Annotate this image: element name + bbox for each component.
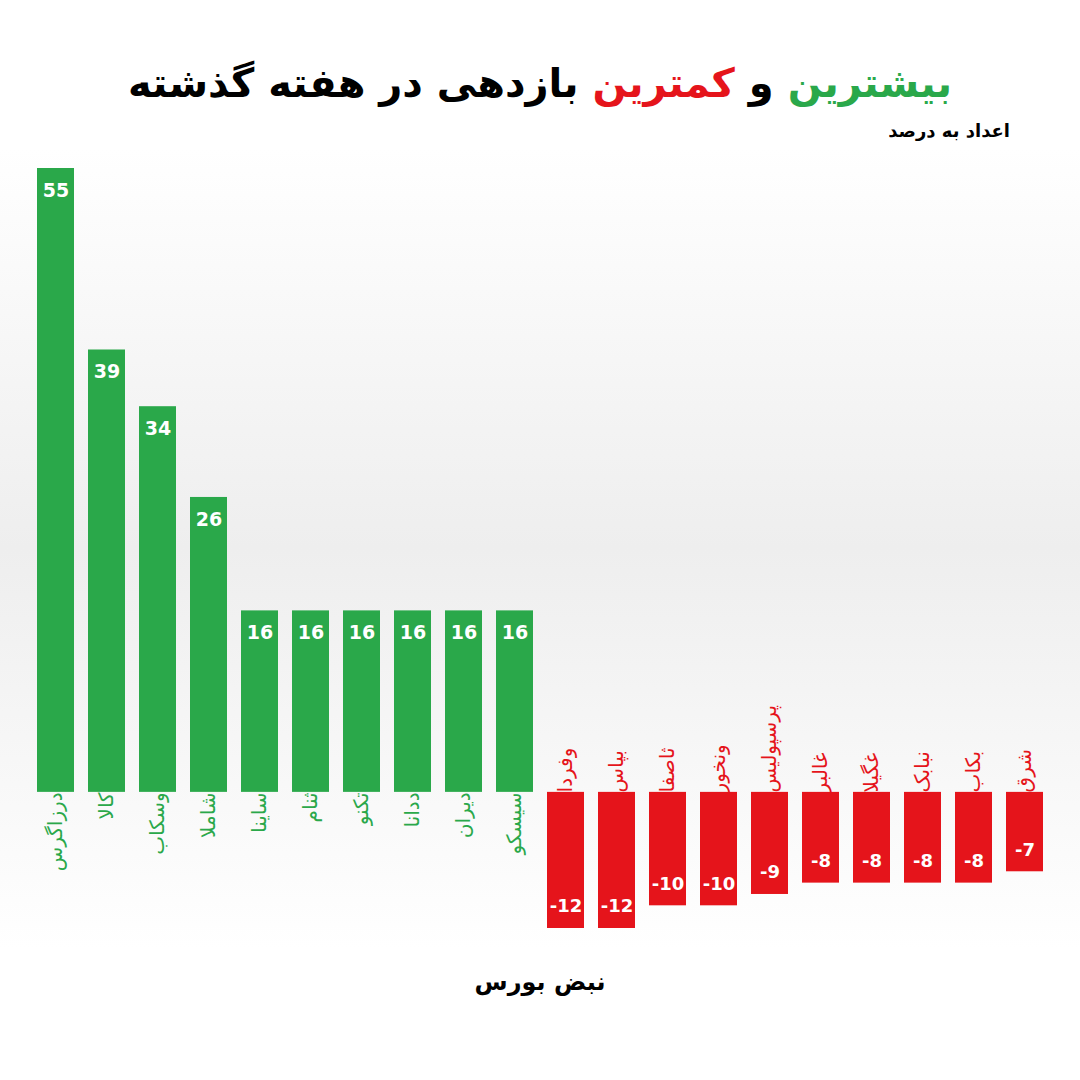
svg-text:ساینا: ساینا bbox=[247, 792, 271, 833]
svg-text:39: 39 bbox=[94, 360, 120, 382]
svg-text:-12: -12 bbox=[601, 895, 634, 916]
svg-text:ددانا: ددانا bbox=[400, 792, 424, 827]
html-text:کمترین: کمترین bbox=[592, 60, 735, 106]
svg-text:دیران: دیران bbox=[451, 792, 475, 838]
svg-text:ثنام: ثنام bbox=[298, 792, 322, 822]
svg-text:درزاگرس: درزاگرس bbox=[43, 792, 67, 871]
html-text:بازدهی: بازدهی bbox=[436, 60, 579, 106]
svg-text:34: 34 bbox=[145, 417, 171, 439]
svg-text:-10: -10 bbox=[703, 873, 736, 894]
svg-text:-8: -8 bbox=[964, 850, 984, 871]
svg-text:تکنو: تکنو bbox=[349, 792, 373, 826]
html-text:نبض بورس: نبض بورس bbox=[474, 968, 606, 996]
svg-text:وسکاب: وسکاب bbox=[145, 792, 169, 854]
svg-text:ثاصفا: ثاصفا bbox=[655, 748, 679, 793]
html-text:اعداد به درصد: اعداد به درصد bbox=[888, 120, 1010, 141]
svg-text:ونخور: ونخور bbox=[706, 744, 730, 793]
svg-text:بپاس: بپاس bbox=[604, 750, 629, 792]
svg-text:16: 16 bbox=[247, 621, 273, 643]
svg-text:شرق: شرق bbox=[1012, 749, 1036, 792]
svg-text:غگیلا: غگیلا bbox=[859, 753, 883, 792]
svg-text:وفردا: وفردا bbox=[553, 748, 577, 793]
svg-text:بکاب: بکاب bbox=[961, 751, 985, 793]
html-text:هفته: هفته bbox=[268, 60, 366, 106]
svg-text:سیسکو: سیسکو bbox=[502, 792, 526, 855]
svg-text:-7: -7 bbox=[1015, 839, 1035, 860]
svg-text:-10: -10 bbox=[652, 873, 685, 894]
svg-text:16: 16 bbox=[502, 621, 528, 643]
svg-text:-8: -8 bbox=[811, 850, 831, 871]
svg-text:پرسپولیس: پرسپولیس bbox=[757, 705, 782, 792]
html-text:گذشته: گذشته bbox=[128, 60, 255, 106]
svg-text:-8: -8 bbox=[913, 850, 933, 871]
svg-text:16: 16 bbox=[298, 621, 324, 643]
svg-text:-8: -8 bbox=[862, 850, 882, 871]
svg-text:16: 16 bbox=[349, 621, 375, 643]
svg-text:55: 55 bbox=[43, 179, 69, 201]
svg-text:26: 26 bbox=[196, 508, 222, 530]
svg-text:-12: -12 bbox=[550, 895, 583, 916]
svg-text:غالبر: غالبر bbox=[808, 753, 832, 794]
html-text:و: و bbox=[748, 60, 774, 106]
svg-text:شاملا: شاملا bbox=[196, 792, 220, 838]
svg-text:-9: -9 bbox=[760, 861, 780, 882]
svg-text:کالا: کالا bbox=[94, 792, 118, 820]
html-text:در: در bbox=[379, 60, 423, 106]
html-text:بیشترین: بیشترین bbox=[787, 60, 952, 106]
svg-text:16: 16 bbox=[400, 621, 426, 643]
svg-text:16: 16 bbox=[451, 621, 477, 643]
svg-text:نبابک: نبابک bbox=[910, 751, 934, 792]
